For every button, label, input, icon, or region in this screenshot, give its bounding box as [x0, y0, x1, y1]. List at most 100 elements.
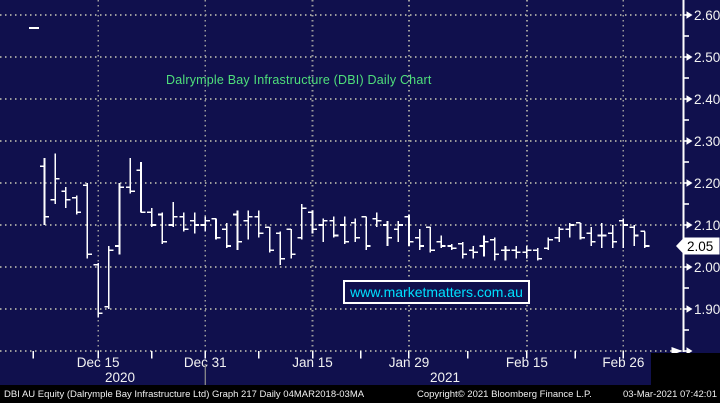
- ohlc-bar: [479, 235, 489, 257]
- ohlc-bar: [447, 243, 457, 251]
- y-tick-arrow: [686, 53, 693, 61]
- ohlc-bar: [147, 208, 157, 228]
- y-axis-label: 2.00: [694, 260, 720, 275]
- y-tick-arrow: [686, 305, 693, 313]
- ohlc-bar: [179, 212, 189, 232]
- ohlc-bar: [104, 246, 114, 309]
- y-axis-label: 2.40: [694, 92, 720, 107]
- ohlc-bar: [297, 204, 307, 240]
- y-tick-arrow: [686, 137, 693, 145]
- ohlc-bar: [361, 215, 371, 251]
- ohlc-bar: [522, 246, 532, 259]
- y-axis-label: 1.90: [694, 302, 720, 317]
- copyright-text: Copyright© 2021 Bloomberg Finance L.P.: [417, 389, 592, 400]
- year-label: 2020: [105, 370, 135, 385]
- ohlc-bar: [554, 227, 564, 242]
- ohlc-bar: [40, 157, 49, 225]
- ohlc-bar: [125, 157, 135, 194]
- ohlc-bar: [115, 183, 125, 255]
- x-axis: Dec 15 Dec 31 Jan 15 Jan 29 Feb 15 Feb 26 2020…: [32, 351, 644, 385]
- ohlc-bar: [533, 248, 543, 261]
- ohlc-bar: [586, 227, 596, 246]
- y-tick-arrow: [686, 263, 693, 271]
- ohlc-bar: [415, 229, 425, 251]
- x-axis-label: Feb 26: [602, 355, 644, 370]
- ohlc-bar: [629, 225, 639, 246]
- ohlc-bar: [372, 212, 382, 228]
- ohlc-bar: [286, 228, 296, 259]
- ohlc-bar: [275, 231, 285, 265]
- ohlc-bar: [383, 220, 393, 246]
- ohlc-bar: [618, 218, 628, 249]
- ohlc-bar: [404, 214, 414, 246]
- y-axis: 2.60 2.50 2.40 2.30 2.20 2.10 2.00 1.90: [671, 0, 720, 355]
- ohlc-bar: [425, 226, 435, 253]
- y-axis-label: 2.10: [694, 218, 720, 233]
- ohlc-bar: [597, 222, 607, 249]
- y-tick-arrow: [686, 221, 693, 229]
- x-axis-label: Jan 29: [389, 355, 430, 370]
- ohlc-bar: [168, 201, 178, 228]
- x-axis-label: Jan 15: [292, 355, 333, 370]
- ohlc-bar: [576, 222, 585, 240]
- x-axis-label: Dec 31: [184, 355, 227, 370]
- watermark-link[interactable]: www.marketmatters.com.au: [350, 284, 523, 300]
- y-axis-label: 2.50: [694, 50, 720, 65]
- ohlc-bar: [490, 237, 500, 261]
- ohlc-bar: [340, 216, 350, 244]
- y-axis-label: 2.20: [694, 176, 720, 191]
- ohlc-bar: [265, 226, 275, 253]
- ohlc-bar: [468, 246, 478, 259]
- ohlc-bar: [500, 246, 510, 261]
- ohlc-bar: [61, 187, 71, 209]
- ohlc-bar: [211, 217, 221, 240]
- year-label: 2021: [430, 370, 460, 385]
- ohlc-bar: [136, 162, 146, 214]
- ohlc-bar: [543, 237, 553, 251]
- x-axis-label: Dec 15: [77, 355, 120, 370]
- status-bar: DBI AU Equity (Dalrymple Bay Infrastruct…: [0, 385, 720, 403]
- timestamp: 03-Mar-2021 07:42:01: [622, 389, 717, 400]
- security-description: DBI AU Equity (Dalrymple Bay Infrastruct…: [4, 389, 365, 400]
- ohlc-bar: [565, 222, 575, 238]
- ohlc-bar: [393, 220, 403, 242]
- y-tick-arrow: [686, 11, 693, 19]
- stray-tick-marker: [29, 27, 39, 29]
- y-axis-label: 2.30: [694, 134, 720, 149]
- price-tag-shape: [676, 237, 720, 255]
- ohlc-bar: [308, 210, 317, 234]
- ohlc-bar: [243, 210, 253, 240]
- ohlc-bar: [222, 222, 232, 249]
- ohlc-bar: [200, 216, 210, 232]
- ohlc-bar: [254, 210, 264, 238]
- ohlc-bar: [318, 218, 328, 242]
- ohlc-bar: [350, 218, 360, 242]
- x-axis-label: Feb 15: [506, 355, 548, 370]
- y-tick-arrow: [686, 347, 693, 355]
- ohlc-bar: [608, 225, 618, 249]
- ohlc-bar: [511, 246, 521, 259]
- gridlines: [0, 0, 683, 352]
- ohlc-series: [40, 153, 650, 318]
- last-price-tag: 2.05: [676, 237, 720, 255]
- y-tick-arrow: [686, 179, 693, 187]
- corner-patch: [651, 353, 720, 386]
- ohlc-bar: [157, 212, 167, 244]
- ohlc-bar: [72, 195, 82, 215]
- ohlc-bar: [93, 262, 103, 318]
- y-tick-arrow: [686, 95, 693, 103]
- ohlc-bar: [329, 216, 339, 238]
- chart-title: Dalrymple Bay Infrastructure (DBI) Daily…: [166, 73, 432, 87]
- price-tag-value: 2.05: [687, 239, 713, 254]
- ohlc-bar: [640, 230, 650, 249]
- ohlc-bar: [190, 212, 200, 234]
- ohlc-bar: [82, 183, 92, 259]
- watermark-link-box[interactable]: www.marketmatters.com.au: [343, 280, 530, 304]
- ohlc-bar: [50, 153, 60, 204]
- y-axis-label: 2.60: [694, 8, 720, 23]
- ohlc-bar: [458, 241, 468, 259]
- ohlc-bar: [436, 235, 446, 249]
- ohlc-bar: [232, 210, 242, 251]
